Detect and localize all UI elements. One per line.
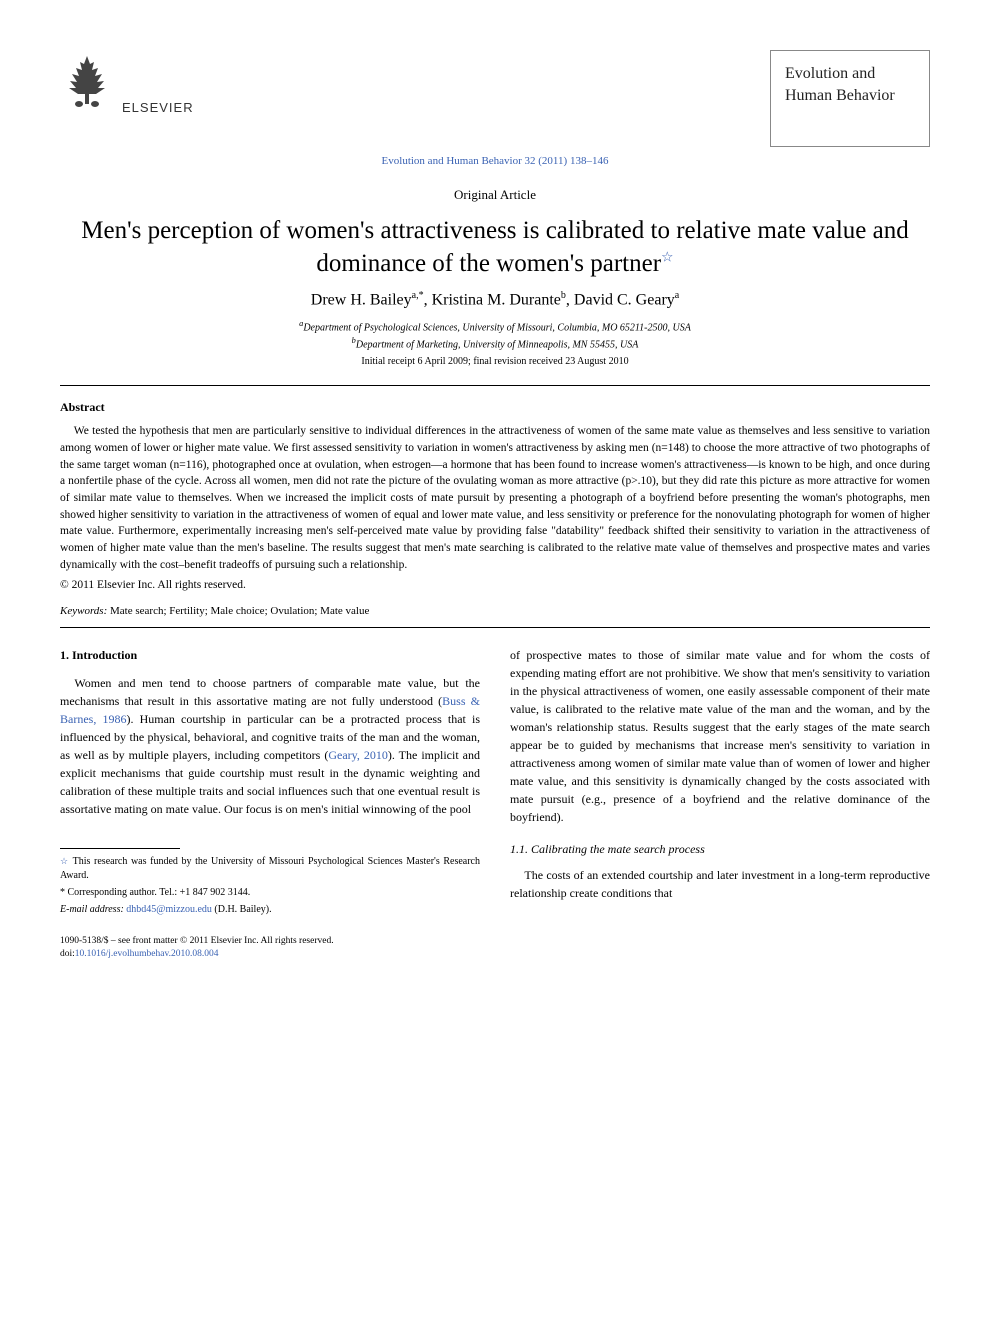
email-link[interactable]: dhbd45@mizzou.edu <box>126 904 212 915</box>
affiliation-a: aDepartment of Psychological Sciences, U… <box>60 318 930 335</box>
author-3-affil-sup: a <box>675 290 679 301</box>
affil-b-text: Department of Marketing, University of M… <box>356 339 638 350</box>
elsevier-tree-icon <box>60 50 114 115</box>
email-tail: (D.H. Bailey). <box>212 904 272 915</box>
abstract-copyright: © 2011 Elsevier Inc. All rights reserved… <box>60 579 930 591</box>
article-type: Original Article <box>60 187 930 203</box>
abstract-body: We tested the hypothesis that men are pa… <box>60 423 930 573</box>
publisher-name: ELSEVIER <box>122 100 194 115</box>
footnotes: ☆ This research was funded by the Univer… <box>60 855 480 917</box>
section-1-heading: 1. Introduction <box>60 646 480 664</box>
affiliation-b: bDepartment of Marketing, University of … <box>60 335 930 352</box>
doi-link[interactable]: 10.1016/j.evolhumbehav.2010.08.004 <box>75 949 219 959</box>
doi-line: doi:10.1016/j.evolhumbehav.2010.08.004 <box>60 948 480 960</box>
divider-top <box>60 385 930 386</box>
column-left: 1. Introduction Women and men tend to ch… <box>60 646 480 960</box>
citation-line[interactable]: Evolution and Human Behavior 32 (2011) 1… <box>60 155 930 167</box>
keywords-line: Keywords: Mate search; Fertility; Male c… <box>60 605 930 617</box>
authors-line: Drew H. Baileya,*, Kristina M. Duranteb,… <box>60 290 930 309</box>
footnote-email: E-mail address: dhbd45@mizzou.edu (D.H. … <box>60 903 480 917</box>
publisher-block: ELSEVIER <box>60 50 194 115</box>
divider-bottom <box>60 627 930 628</box>
footnote-star-icon: ☆ <box>60 856 69 866</box>
footnote-corr-text: Corresponding author. Tel.: +1 847 902 3… <box>65 887 250 898</box>
subsection-1-1-heading: 1.1. Calibrating the mate search process <box>510 840 930 858</box>
author-1-affil-sup: a, <box>412 290 419 301</box>
intro-text-1a: Women and men tend to choose partners of… <box>60 676 480 708</box>
author-1: Drew H. Bailey <box>311 292 412 309</box>
body-columns: 1. Introduction Women and men tend to ch… <box>60 646 930 960</box>
citation-geary[interactable]: Geary, 2010 <box>328 748 388 762</box>
intro-para-1-cont: of prospective mates to those of similar… <box>510 646 930 826</box>
front-matter-line: 1090-5138/$ – see front matter © 2011 El… <box>60 935 480 960</box>
journal-title-box: Evolution and Human Behavior <box>770 50 930 147</box>
column-right: of prospective mates to those of similar… <box>510 646 930 960</box>
affil-a-text: Department of Psychological Sciences, Un… <box>303 322 691 333</box>
affiliations: aDepartment of Psychological Sciences, U… <box>60 318 930 353</box>
subsection-1-1-para: The costs of an extended courtship and l… <box>510 866 930 902</box>
footnote-funding-text: This research was funded by the Universi… <box>60 856 480 881</box>
footnote-funding: ☆ This research was funded by the Univer… <box>60 855 480 883</box>
email-label: E-mail address: <box>60 904 126 915</box>
article-title: Men's perception of women's attractivene… <box>60 215 930 280</box>
footnote-rule <box>60 848 180 849</box>
author-3: , David C. Geary <box>566 292 675 309</box>
doi-label: doi: <box>60 949 75 959</box>
abstract-heading: Abstract <box>60 400 930 415</box>
title-footnote-star-icon[interactable]: ☆ <box>661 250 674 265</box>
keywords-label: Keywords: <box>60 605 107 617</box>
page-header: ELSEVIER Evolution and Human Behavior <box>60 50 930 147</box>
author-2: , Kristina M. Durante <box>424 292 561 309</box>
intro-para-1: Women and men tend to choose partners of… <box>60 674 480 818</box>
title-text: Men's perception of women's attractivene… <box>81 217 908 277</box>
footnote-corresponding: * Corresponding author. Tel.: +1 847 902… <box>60 886 480 900</box>
receipt-dates: Initial receipt 6 April 2009; final revi… <box>60 356 930 367</box>
keywords-values: Mate search; Fertility; Male choice; Ovu… <box>107 605 369 617</box>
front-matter-text: 1090-5138/$ – see front matter © 2011 El… <box>60 935 480 947</box>
